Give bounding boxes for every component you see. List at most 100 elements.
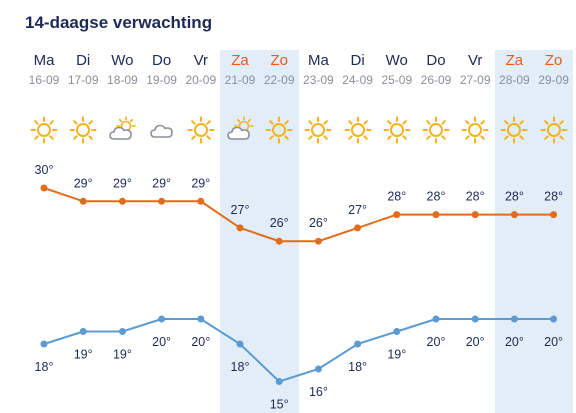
day-name: Do (152, 52, 172, 69)
min-temp-point (471, 315, 479, 323)
min-temp-label: 20° (466, 335, 485, 349)
sun-icon (344, 116, 372, 144)
day-column[interactable]: Wo 25-09 (377, 0, 417, 413)
min-temp-point (354, 340, 362, 348)
max-temp-label: 28° (544, 190, 563, 204)
max-temp-point (158, 197, 166, 205)
day-name: Za (505, 52, 524, 69)
max-temp-label: 29° (74, 176, 93, 190)
min-temp-label: 16° (309, 385, 328, 399)
day-date: 17-09 (67, 73, 99, 87)
sun-icon (187, 116, 215, 144)
min-temp-point (236, 340, 244, 348)
day-name: Wo (111, 52, 134, 69)
max-temp-point (197, 197, 205, 205)
day-name: Wo (385, 52, 408, 69)
max-temp-label: 27° (231, 203, 250, 217)
max-temp-point (236, 224, 244, 232)
day-column[interactable]: Wo 18-09 (102, 0, 142, 413)
min-temp-point (158, 315, 166, 323)
max-temp-point (354, 224, 362, 232)
partly-cloudy-icon (108, 116, 137, 144)
day-column[interactable]: Vr 20-09 (181, 0, 221, 413)
max-temp-label: 30° (35, 163, 54, 177)
sun-icon (304, 116, 332, 144)
min-temp-point (510, 315, 518, 323)
max-temp-point (314, 237, 322, 245)
max-temp-label: 29° (113, 176, 132, 190)
min-temp-label: 20° (152, 335, 171, 349)
min-temp-label: 20° (191, 335, 210, 349)
forecast-title: 14-daagse verwachting (25, 13, 213, 32)
day-name: Zo (270, 52, 288, 69)
day-date: 18-09 (107, 73, 138, 87)
min-temp-point (550, 315, 558, 323)
max-temp-point (432, 211, 440, 219)
sun-icon (500, 116, 528, 144)
max-temp-label: 26° (270, 216, 289, 230)
max-temp-label: 29° (152, 176, 171, 190)
day-column[interactable]: Zo 29-09 (534, 0, 574, 413)
day-column[interactable]: Za 21-09 (220, 0, 260, 413)
min-temp-label: 20° (544, 335, 563, 349)
day-column[interactable]: Vr 27-09 (455, 0, 495, 413)
sun-icon (30, 116, 58, 144)
max-temp-point (393, 211, 401, 219)
day-date: 16-09 (28, 73, 60, 87)
day-name: Di (350, 52, 365, 69)
day-column[interactable]: Di 24-09 (338, 0, 378, 413)
max-temp-label: 28° (427, 190, 446, 204)
sun-icon (422, 116, 450, 144)
max-temp-line (43, 187, 554, 243)
max-temp-point (510, 211, 518, 219)
partly-cloudy-icon (226, 116, 254, 144)
weekend-band (220, 50, 299, 413)
day-column[interactable]: Di 17-09 (63, 0, 103, 413)
max-temp-point (79, 197, 87, 205)
day-column[interactable]: Zo 22-09 (259, 0, 299, 413)
sun-icon (461, 116, 489, 144)
day-column[interactable]: Ma 16-09 (24, 0, 64, 413)
day-date: 26-09 (420, 73, 452, 87)
sun-icon (69, 116, 97, 144)
min-temp-label: 20° (427, 335, 446, 349)
day-date: 23-09 (303, 73, 334, 87)
day-name: Ma (307, 52, 329, 69)
day-date: 25-09 (381, 73, 413, 87)
day-date: 22-09 (263, 73, 295, 87)
day-date: 28-09 (499, 73, 530, 87)
max-temp-point (40, 184, 48, 192)
day-column[interactable]: Do 26-09 (416, 0, 456, 413)
min-temp-label: 15° (270, 398, 289, 412)
sun-icon (540, 116, 568, 144)
day-date: 24-09 (342, 73, 373, 87)
min-temp-label: 19° (387, 348, 406, 362)
day-date: 20-09 (185, 73, 217, 87)
max-temp-label: 28° (505, 190, 524, 204)
max-temp-point (118, 197, 126, 205)
min-temp-point (393, 328, 401, 335)
day-name: Za (231, 52, 249, 69)
min-temp-label: 18° (35, 360, 54, 374)
day-date: 21-09 (224, 73, 256, 87)
min-temp-label: 20° (505, 335, 524, 349)
day-name: Zo (544, 52, 563, 69)
day-name: Do (426, 52, 446, 69)
max-temp-label: 28° (466, 190, 485, 204)
cloud-icon (148, 116, 176, 144)
day-date: 27-09 (459, 73, 491, 87)
day-name: Vr (193, 52, 209, 69)
sun-icon (383, 116, 411, 144)
day-column[interactable]: Ma 23-09 (298, 0, 338, 413)
max-temp-label: 26° (309, 216, 328, 230)
day-column[interactable]: Do 19-09 (142, 0, 182, 413)
min-temp-point (40, 340, 48, 348)
day-name: Di (76, 52, 91, 69)
day-column[interactable]: Za 28-09 (494, 0, 534, 413)
min-temp-point (197, 315, 205, 323)
max-temp-label: 29° (191, 176, 210, 190)
day-name: Vr (467, 52, 483, 69)
min-temp-label: 18° (231, 360, 250, 374)
min-temp-label: 19° (113, 348, 132, 362)
